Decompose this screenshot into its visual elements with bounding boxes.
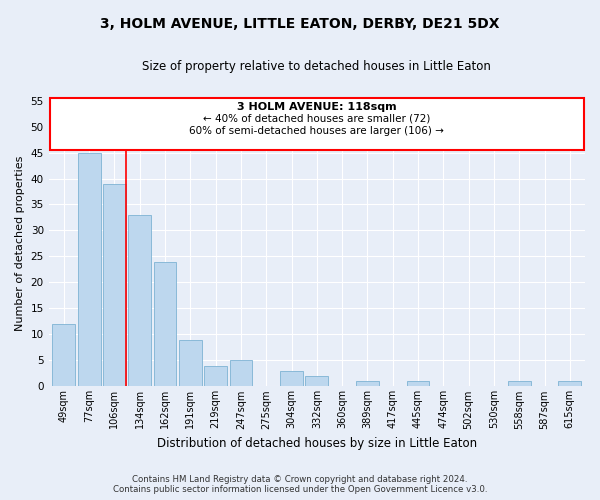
Bar bbox=[154, 262, 176, 386]
Bar bbox=[103, 184, 126, 386]
Text: 3, HOLM AVENUE, LITTLE EATON, DERBY, DE21 5DX: 3, HOLM AVENUE, LITTLE EATON, DERBY, DE2… bbox=[100, 18, 500, 32]
Bar bbox=[508, 381, 530, 386]
Bar bbox=[78, 152, 101, 386]
X-axis label: Distribution of detached houses by size in Little Eaton: Distribution of detached houses by size … bbox=[157, 437, 477, 450]
Bar bbox=[52, 324, 75, 386]
Text: 60% of semi-detached houses are larger (106) →: 60% of semi-detached houses are larger (… bbox=[190, 126, 444, 136]
FancyBboxPatch shape bbox=[50, 98, 584, 150]
Bar bbox=[356, 381, 379, 386]
Text: Contains HM Land Registry data © Crown copyright and database right 2024.: Contains HM Land Registry data © Crown c… bbox=[132, 475, 468, 484]
Bar bbox=[559, 381, 581, 386]
Bar bbox=[280, 371, 303, 386]
Y-axis label: Number of detached properties: Number of detached properties bbox=[15, 156, 25, 331]
Bar bbox=[305, 376, 328, 386]
Text: Contains public sector information licensed under the Open Government Licence v3: Contains public sector information licen… bbox=[113, 485, 487, 494]
Bar bbox=[204, 366, 227, 386]
Text: ← 40% of detached houses are smaller (72): ← 40% of detached houses are smaller (72… bbox=[203, 114, 431, 124]
Bar bbox=[179, 340, 202, 386]
Title: Size of property relative to detached houses in Little Eaton: Size of property relative to detached ho… bbox=[142, 60, 491, 73]
Text: 3 HOLM AVENUE: 118sqm: 3 HOLM AVENUE: 118sqm bbox=[237, 102, 397, 112]
Bar bbox=[407, 381, 430, 386]
Bar bbox=[128, 215, 151, 386]
Bar bbox=[230, 360, 253, 386]
